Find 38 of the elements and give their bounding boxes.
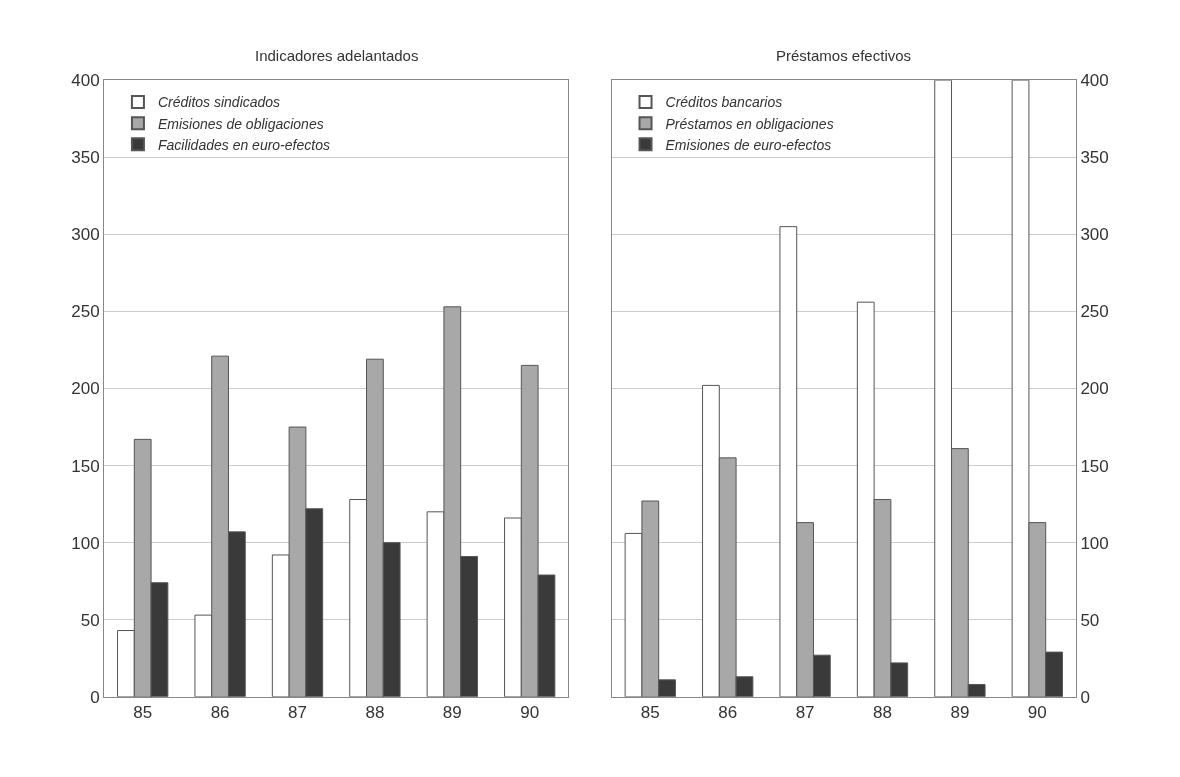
chart-title: Préstamos efectivos	[776, 47, 912, 64]
y-tick-label: 400	[1080, 71, 1109, 91]
x-tick-label: 90	[1027, 703, 1047, 723]
y-tick-label: 150	[71, 456, 100, 476]
x-tick-label: 87	[288, 703, 307, 723]
legend-label: Préstamos en obligaciones	[665, 115, 834, 132]
y-tick-label: 100	[1080, 533, 1109, 553]
x-tick-label: 88	[873, 703, 892, 723]
y-tick-label: 350	[71, 148, 100, 168]
y-tick-label: 400	[71, 71, 100, 91]
y-tick-label: 100	[71, 533, 100, 553]
x-tick-label: 89	[950, 703, 970, 723]
legend-label: Emisiones de euro-efectos	[665, 136, 832, 153]
y-tick-label: 250	[1080, 302, 1109, 322]
x-tick-label: 85	[640, 703, 660, 723]
x-tick-label: 88	[365, 703, 385, 723]
chart-title: Indicadores adelantados	[255, 47, 419, 64]
legend-label: Créditos bancarios	[665, 94, 783, 111]
y-tick-label: 250	[71, 302, 100, 322]
x-tick-label: 89	[442, 703, 462, 723]
x-tick-label: 86	[210, 703, 230, 723]
y-tick-label: 200	[1080, 379, 1109, 399]
legend-label: Facilidades en euro-efectos	[157, 136, 330, 153]
y-tick-label: 0	[1080, 687, 1090, 707]
y-tick-label: 50	[1080, 610, 1100, 630]
y-tick-label: 0	[90, 687, 100, 707]
y-tick-label: 50	[80, 610, 100, 630]
y-tick-label: 150	[1080, 456, 1109, 476]
y-tick-label: 200	[71, 379, 100, 399]
x-tick-label: 85	[133, 703, 153, 723]
x-tick-label: 87	[795, 703, 815, 723]
x-tick-label: 86	[718, 703, 738, 723]
y-tick-label: 350	[1080, 148, 1109, 168]
y-tick-label: 300	[71, 225, 100, 245]
x-tick-label: 90	[520, 703, 540, 723]
legend-label: Emisiones de obligaciones	[157, 115, 324, 132]
legend-label: Créditos sindicados	[157, 94, 281, 111]
y-tick-label: 300	[1080, 225, 1109, 245]
